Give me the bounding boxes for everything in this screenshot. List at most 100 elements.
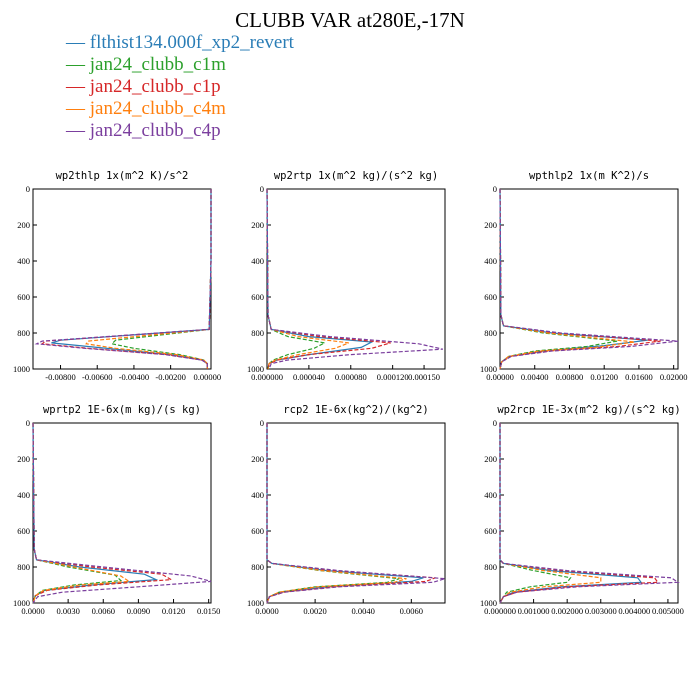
x-tick-label: 0.00800 bbox=[556, 372, 584, 382]
panel-title: wp2rcp 1E-3x(m^2 kg)/(s^2 kg) bbox=[497, 404, 680, 416]
y-tick-label: 0 bbox=[493, 184, 497, 194]
y-tick-label: 1000 bbox=[480, 598, 497, 608]
series-line bbox=[51, 189, 212, 369]
y-tick-label: 800 bbox=[484, 562, 497, 572]
x-tick-label: 0.0120 bbox=[162, 606, 185, 616]
series-line bbox=[499, 423, 643, 604]
y-tick-label: 0 bbox=[26, 184, 30, 194]
y-tick-label: 800 bbox=[484, 328, 497, 338]
y-tick-label: 1000 bbox=[247, 364, 264, 374]
y-tick-label: 200 bbox=[251, 454, 264, 464]
series-line bbox=[266, 423, 407, 604]
x-tick-label: -0.00800 bbox=[45, 372, 75, 382]
x-tick-label: 0.000120 bbox=[377, 372, 409, 382]
series-line bbox=[32, 422, 123, 604]
y-tick-label: 400 bbox=[251, 256, 264, 266]
legend-label: jan24_clubb_c1m bbox=[89, 54, 226, 75]
x-tick-label: 0.0040 bbox=[352, 606, 375, 616]
series-line bbox=[266, 188, 374, 370]
series-line bbox=[499, 423, 602, 604]
x-tick-label: 0.01600 bbox=[625, 372, 653, 382]
y-tick-label: 400 bbox=[484, 256, 497, 266]
legend: — flthist134.000f_xp2_revert — jan24_clu… bbox=[66, 32, 294, 142]
y-tick-label: 1000 bbox=[13, 364, 30, 374]
y-tick-label: 400 bbox=[251, 490, 264, 500]
series-line bbox=[110, 189, 212, 369]
x-tick-label: 0.001000 bbox=[518, 606, 550, 616]
y-tick-label: 0 bbox=[26, 418, 30, 428]
series-line bbox=[266, 423, 424, 604]
y-tick-label: 200 bbox=[484, 220, 497, 230]
legend-label: jan24_clubb_c4p bbox=[89, 120, 221, 141]
x-tick-label: 0.000040 bbox=[293, 372, 325, 382]
y-tick-label: 400 bbox=[17, 490, 30, 500]
series-line bbox=[499, 188, 648, 370]
legend-swatch: — bbox=[66, 76, 90, 97]
legend-swatch: — bbox=[66, 120, 90, 141]
x-tick-label: 0.0020 bbox=[303, 606, 326, 616]
legend-item: — jan24_clubb_c1m bbox=[66, 54, 294, 76]
y-tick-label: 800 bbox=[251, 562, 264, 572]
y-tick-label: 600 bbox=[251, 526, 264, 536]
y-tick-label: 600 bbox=[251, 292, 264, 302]
series-line bbox=[266, 423, 436, 604]
panel-frame bbox=[32, 422, 212, 604]
legend-item: — jan24_clubb_c1p bbox=[66, 76, 294, 98]
x-tick-label: 0.02000 bbox=[660, 372, 688, 382]
legend-item: — jan24_clubb_c4p bbox=[66, 120, 294, 142]
panel-title: wprtp2 1E-6x(m kg)/(s kg) bbox=[43, 404, 201, 416]
x-tick-label: 0.00000 bbox=[194, 372, 222, 382]
x-tick-label: 0.0000 bbox=[255, 606, 278, 616]
x-tick-label: 0.0060 bbox=[92, 606, 115, 616]
series-line bbox=[85, 189, 212, 369]
y-tick-label: 600 bbox=[484, 292, 497, 302]
legend-item: — flthist134.000f_xp2_revert bbox=[66, 32, 294, 54]
x-tick-label: 0.0090 bbox=[127, 606, 150, 616]
series-line bbox=[266, 188, 349, 370]
legend-swatch: — bbox=[66, 98, 90, 119]
y-tick-label: 600 bbox=[17, 292, 30, 302]
legend-label: jan24_clubb_c1p bbox=[89, 76, 221, 97]
x-tick-label: 0.003000 bbox=[585, 606, 617, 616]
x-tick-label: 0.0150 bbox=[197, 606, 220, 616]
series-line bbox=[266, 188, 444, 370]
y-tick-label: 1000 bbox=[13, 598, 30, 608]
series-line bbox=[499, 423, 680, 604]
y-tick-label: 1000 bbox=[247, 598, 264, 608]
y-tick-label: 200 bbox=[484, 454, 497, 464]
x-tick-label: -0.00600 bbox=[82, 372, 112, 382]
y-tick-label: 1000 bbox=[480, 364, 497, 374]
x-tick-label: -0.00400 bbox=[119, 372, 149, 382]
panel-frame bbox=[266, 188, 446, 370]
y-tick-label: 800 bbox=[17, 562, 30, 572]
panel-frame bbox=[32, 188, 212, 370]
y-tick-label: 800 bbox=[251, 328, 264, 338]
series-line bbox=[266, 423, 400, 604]
x-tick-label: 0.002000 bbox=[551, 606, 583, 616]
x-tick-label: 0.0060 bbox=[400, 606, 423, 616]
y-tick-label: 600 bbox=[17, 526, 30, 536]
series-line bbox=[32, 422, 174, 604]
panel-title: wp2thlp 1x(m^2 K)/s^2 bbox=[56, 170, 189, 182]
panel-title: rcp2 1E-6x(kg^2)/(kg^2) bbox=[283, 404, 428, 416]
x-tick-label: 0.0000 bbox=[21, 606, 44, 616]
y-tick-label: 0 bbox=[260, 418, 264, 428]
y-tick-label: 800 bbox=[17, 328, 30, 338]
x-tick-label: 0.01200 bbox=[590, 372, 618, 382]
y-tick-label: 400 bbox=[17, 256, 30, 266]
x-tick-label: 0.0030 bbox=[56, 606, 79, 616]
series-line bbox=[499, 188, 618, 370]
legend-item: — jan24_clubb_c4m bbox=[66, 98, 294, 120]
x-tick-label: -0.00200 bbox=[155, 372, 185, 382]
panel-title: wp2rtp 1x(m^2 kg)/(s^2 kg) bbox=[274, 170, 438, 182]
legend-label: jan24_clubb_c4m bbox=[89, 98, 226, 119]
x-tick-label: 0.000080 bbox=[335, 372, 367, 382]
legend-swatch: — bbox=[66, 32, 90, 53]
series-line bbox=[32, 422, 159, 604]
series-line bbox=[499, 188, 679, 370]
x-tick-label: 0.00000 bbox=[486, 372, 514, 382]
y-tick-label: 200 bbox=[17, 454, 30, 464]
y-tick-label: 600 bbox=[484, 526, 497, 536]
series-line bbox=[266, 188, 327, 370]
